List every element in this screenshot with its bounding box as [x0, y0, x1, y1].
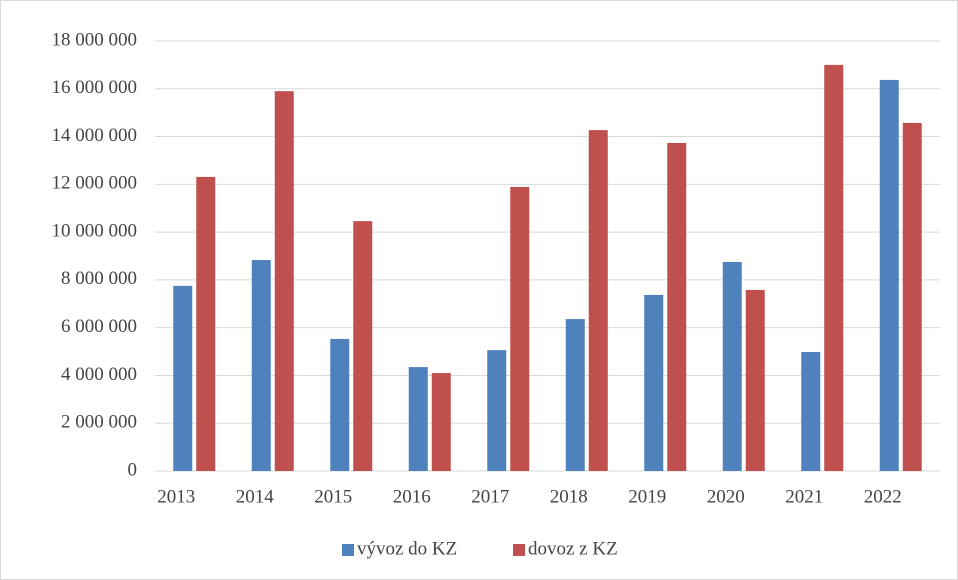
x-tick-label: 2018: [550, 486, 588, 507]
y-tick-label: 16 000 000: [52, 77, 138, 98]
y-tick-label: 4 000 000: [61, 364, 137, 385]
x-tick-label: 2013: [157, 486, 195, 507]
legend-label: dovoz z KZ: [528, 538, 618, 559]
x-tick-label: 2022: [864, 486, 902, 507]
y-tick-label: 12 000 000: [52, 173, 138, 194]
bar: [353, 221, 373, 471]
bar: [330, 338, 350, 471]
bar: [667, 143, 687, 471]
bar: [824, 64, 844, 471]
bar: [251, 260, 271, 471]
legend-swatch: [513, 544, 525, 556]
legend-label: vývoz do KZ: [357, 538, 457, 559]
y-tick-label: 0: [128, 459, 138, 480]
bar: [274, 91, 294, 472]
bar: [565, 319, 585, 471]
legend-swatch: [342, 544, 354, 556]
bar: [588, 130, 608, 471]
x-tick-label: 2021: [785, 486, 823, 507]
y-tick-label: 8 000 000: [61, 268, 137, 289]
bar: [644, 294, 664, 471]
bar: [196, 176, 216, 471]
bar: [487, 350, 507, 471]
y-tick-label: 10 000 000: [52, 220, 138, 241]
x-tick-label: 2016: [393, 486, 431, 507]
y-tick-label: 14 000 000: [52, 125, 138, 146]
bar: [173, 285, 193, 471]
x-tick-label: 2019: [628, 486, 666, 507]
y-tick-label: 18 000 000: [52, 29, 138, 50]
bar: [510, 186, 530, 471]
x-tick-label: 2020: [707, 486, 745, 507]
bar: [879, 79, 899, 471]
x-tick-label: 2015: [314, 486, 352, 507]
bar: [902, 122, 922, 471]
bar: [801, 352, 821, 471]
y-tick-label: 2 000 000: [61, 412, 137, 433]
bar: [431, 373, 451, 471]
y-tick-label: 6 000 000: [61, 316, 137, 337]
bar: [722, 261, 742, 471]
bar: [745, 289, 765, 471]
x-tick-label: 2014: [236, 486, 275, 507]
bar: [408, 367, 428, 471]
x-tick-label: 2017: [471, 486, 509, 507]
